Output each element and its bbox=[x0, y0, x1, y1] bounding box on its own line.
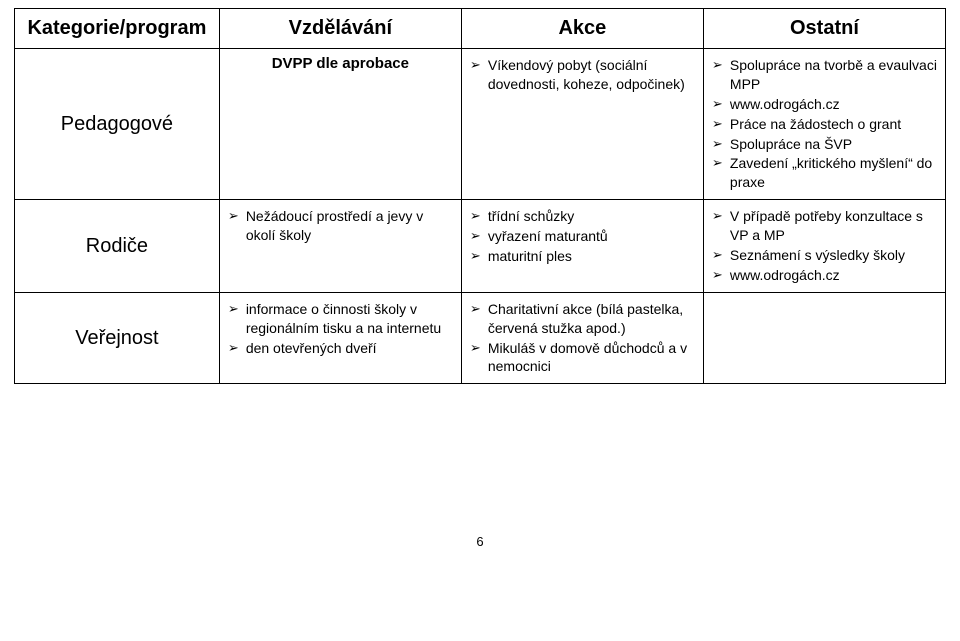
list-item: V případě potřeby konzultace s VP a MP bbox=[712, 207, 937, 245]
header-vzdelavani: Vzdělávání bbox=[219, 9, 461, 49]
page: Kategorie/program Vzdělávání Akce Ostatn… bbox=[0, 0, 960, 549]
list-item: třídní schůzky bbox=[470, 207, 695, 226]
list-item: Spolupráce na ŠVP bbox=[712, 135, 937, 154]
link-odrogach[interactable]: www.odrogách.cz bbox=[730, 267, 840, 283]
list-item: maturitní ples bbox=[470, 247, 695, 266]
row-verejnost: Veřejnost informace o činnosti školy v r… bbox=[15, 292, 946, 384]
list-item: vyřazení maturantů bbox=[470, 227, 695, 246]
list-item: www.odrogách.cz bbox=[712, 95, 937, 114]
header-ostatni: Ostatní bbox=[703, 9, 945, 49]
rodice-vzdelavani: Nežádoucí prostředí a jevy v okolí školy bbox=[219, 200, 461, 293]
rodice-akce: třídní schůzky vyřazení maturantů maturi… bbox=[461, 200, 703, 293]
link-odrogach[interactable]: www.odrogách.cz bbox=[730, 96, 840, 112]
rowhead-pedagogove: Pedagogové bbox=[15, 49, 220, 200]
list-item: den otevřených dveří bbox=[228, 339, 453, 358]
list-item: Charitativní akce (bílá pastelka, červen… bbox=[470, 300, 695, 338]
pedagogove-akce: Víkendový pobyt (sociální dovednosti, ko… bbox=[461, 49, 703, 200]
list-item: informace o činnosti školy v regionálním… bbox=[228, 300, 453, 338]
list-item: Víkendový pobyt (sociální dovednosti, ko… bbox=[470, 56, 695, 94]
verejnost-akce: Charitativní akce (bílá pastelka, červen… bbox=[461, 292, 703, 384]
list-item: Zavedení „kritického myšlení“ do praxe bbox=[712, 154, 937, 192]
row-rodice: Rodiče Nežádoucí prostředí a jevy v okol… bbox=[15, 200, 946, 293]
page-number: 6 bbox=[14, 534, 946, 549]
pedagogove-vzdelavani: DVPP dle aprobace bbox=[219, 49, 461, 200]
rodice-ostatni: V případě potřeby konzultace s VP a MP S… bbox=[703, 200, 945, 293]
rowhead-rodice: Rodiče bbox=[15, 200, 220, 293]
verejnost-vzdelavani: informace o činnosti školy v regionálním… bbox=[219, 292, 461, 384]
list-item: Seznámení s výsledky školy bbox=[712, 246, 937, 265]
verejnost-ostatni bbox=[703, 292, 945, 384]
list-item: www.odrogách.cz bbox=[712, 266, 937, 285]
row-pedagogove: Pedagogové DVPP dle aprobace Víkendový p… bbox=[15, 49, 946, 200]
list-item: Spolupráce na tvorbě a evaulvaci MPP bbox=[712, 56, 937, 94]
header-akce: Akce bbox=[461, 9, 703, 49]
rowhead-verejnost: Veřejnost bbox=[15, 292, 220, 384]
header-kategorie: Kategorie/program bbox=[15, 9, 220, 49]
list-item: Mikuláš v domově důchodců a v nemocnici bbox=[470, 339, 695, 377]
list-item: Nežádoucí prostředí a jevy v okolí školy bbox=[228, 207, 453, 245]
pedagogove-ostatni: Spolupráce na tvorbě a evaulvaci MPP www… bbox=[703, 49, 945, 200]
content-table: Kategorie/program Vzdělávání Akce Ostatn… bbox=[14, 8, 946, 384]
list-item: Práce na žádostech o grant bbox=[712, 115, 937, 134]
header-row: Kategorie/program Vzdělávání Akce Ostatn… bbox=[15, 9, 946, 49]
